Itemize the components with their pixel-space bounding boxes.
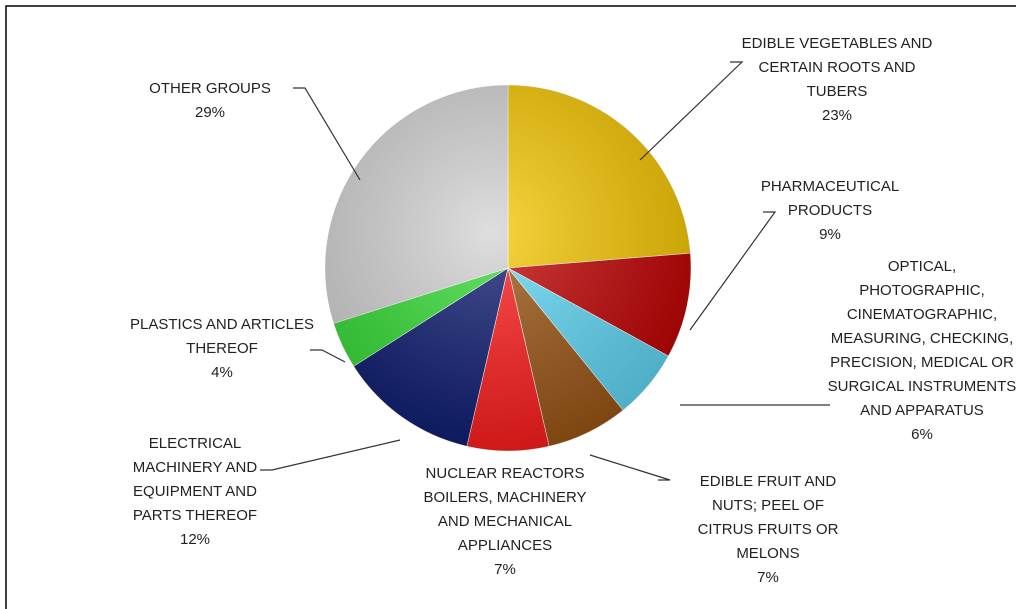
leader-line: [589, 454, 671, 481]
category-name: PLASTICS AND ARTICLES THEREOF: [130, 316, 314, 357]
leader-line: [293, 87, 361, 181]
slice-label: PLASTICS AND ARTICLES THEREOF 4%: [127, 313, 317, 385]
leader-line: [639, 61, 744, 161]
leader-line: [689, 211, 777, 331]
slice-label: ELECTRICAL MACHINERY AND EQUIPMENT AND P…: [120, 432, 270, 552]
category-name: EDIBLE VEGETABLES AND CERTAIN ROOTS AND …: [741, 35, 933, 100]
slice-label: OPTICAL, PHOTOGRAPHIC, CINEMATOGRAPHIC, …: [827, 255, 1016, 447]
category-name: OTHER GROUPS: [149, 80, 271, 97]
category-name: NUCLEAR REACTORS BOILERS, MACHINERY AND …: [423, 465, 587, 554]
frame: [5, 5, 1016, 609]
value-label: 12%: [179, 531, 211, 548]
leader-line: [260, 439, 401, 471]
slice-label: EDIBLE FRUIT AND NUTS; PEEL OF CITRUS FR…: [683, 470, 853, 590]
value-label: 29%: [194, 104, 226, 121]
slice-label: OTHER GROUPS 29%: [135, 77, 285, 125]
slice-label: EDIBLE VEGETABLES AND CERTAIN ROOTS AND …: [737, 32, 937, 128]
slice-label: PHARMACEUTICAL PRODUCTS 9%: [745, 175, 915, 247]
category-name: EDIBLE FRUIT AND NUTS; PEEL OF CITRUS FR…: [697, 473, 839, 562]
value-label: 9%: [819, 226, 841, 243]
value-label: 7%: [494, 561, 516, 578]
value-label: 23%: [821, 107, 853, 124]
leader-line: [310, 349, 346, 363]
category-name: PHARMACEUTICAL PRODUCTS: [760, 178, 900, 219]
value-label: 4%: [211, 364, 233, 381]
category-name: OPTICAL, PHOTOGRAPHIC, CINEMATOGRAPHIC, …: [827, 258, 1016, 419]
value-label: 7%: [757, 569, 779, 586]
value-label: 6%: [911, 426, 933, 443]
category-name: ELECTRICAL MACHINERY AND EQUIPMENT AND P…: [132, 435, 258, 524]
slice-label: NUCLEAR REACTORS BOILERS, MACHINERY AND …: [420, 462, 590, 582]
pie-shading: [325, 85, 691, 451]
